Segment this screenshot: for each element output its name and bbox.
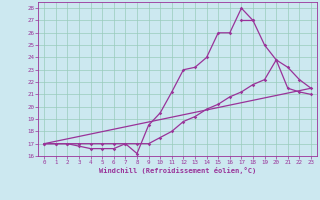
X-axis label: Windchill (Refroidissement éolien,°C): Windchill (Refroidissement éolien,°C): [99, 167, 256, 174]
